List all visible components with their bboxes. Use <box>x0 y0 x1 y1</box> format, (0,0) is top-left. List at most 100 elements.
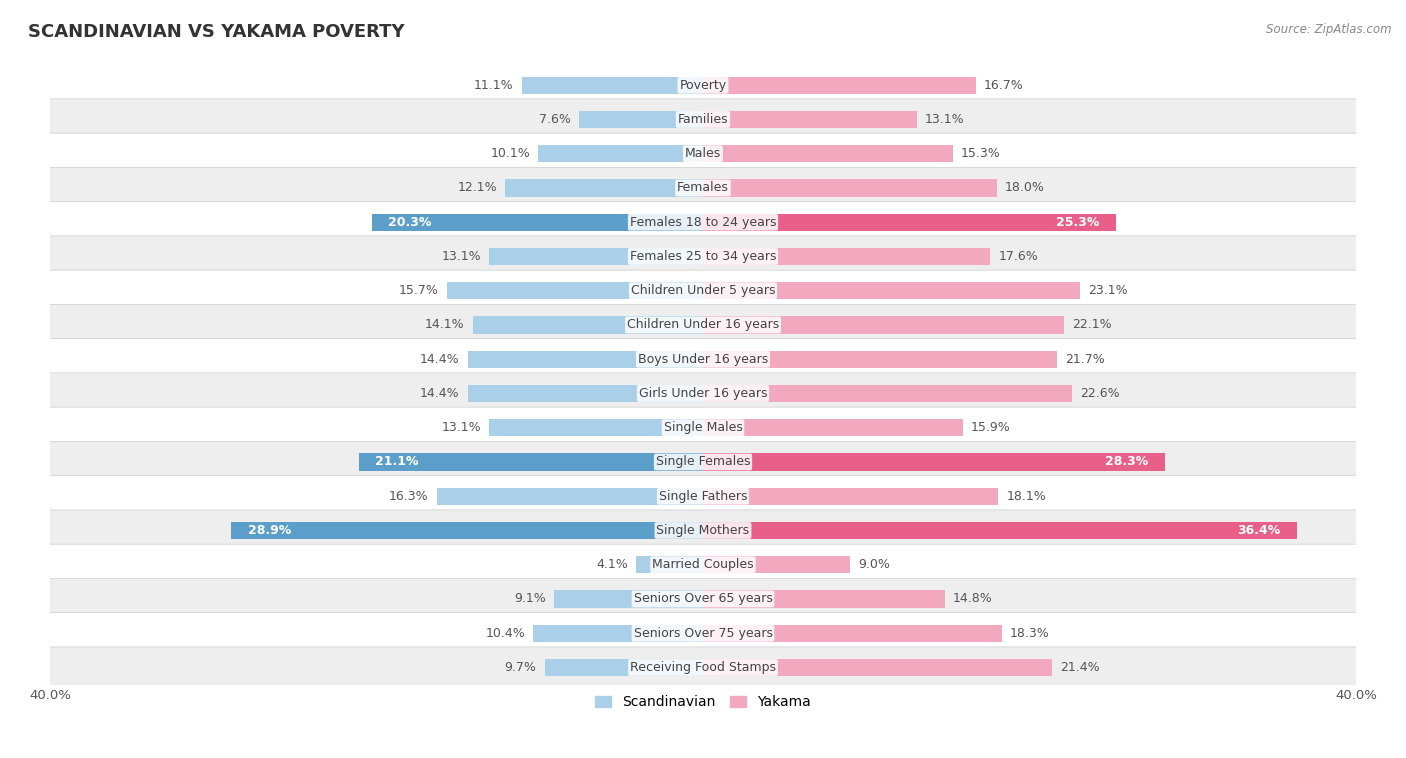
Bar <box>703 145 953 162</box>
FancyBboxPatch shape <box>48 578 1358 619</box>
Text: 18.1%: 18.1% <box>1007 490 1046 503</box>
Text: 13.1%: 13.1% <box>441 250 481 263</box>
Bar <box>544 659 703 676</box>
FancyBboxPatch shape <box>48 236 1358 277</box>
Text: 7.6%: 7.6% <box>538 113 571 126</box>
Bar <box>703 282 1080 299</box>
Text: 28.3%: 28.3% <box>1105 456 1149 468</box>
Text: 23.1%: 23.1% <box>1088 284 1128 297</box>
Text: 16.3%: 16.3% <box>389 490 429 503</box>
FancyBboxPatch shape <box>48 305 1358 346</box>
Text: Females 18 to 24 years: Females 18 to 24 years <box>630 216 776 229</box>
Text: 13.1%: 13.1% <box>925 113 965 126</box>
Text: 36.4%: 36.4% <box>1237 524 1281 537</box>
Bar <box>703 659 1052 676</box>
Text: 16.7%: 16.7% <box>984 79 1024 92</box>
Text: Children Under 16 years: Children Under 16 years <box>627 318 779 331</box>
Text: 22.6%: 22.6% <box>1080 387 1119 400</box>
Text: Girls Under 16 years: Girls Under 16 years <box>638 387 768 400</box>
FancyBboxPatch shape <box>48 544 1358 585</box>
Text: 25.3%: 25.3% <box>1056 216 1099 229</box>
Text: Poverty: Poverty <box>679 79 727 92</box>
Bar <box>703 487 998 505</box>
FancyBboxPatch shape <box>48 339 1358 380</box>
Bar <box>703 214 1116 230</box>
Bar <box>703 419 963 437</box>
FancyBboxPatch shape <box>48 133 1358 174</box>
Bar <box>489 419 703 437</box>
Text: Single Mothers: Single Mothers <box>657 524 749 537</box>
Text: 10.1%: 10.1% <box>491 147 530 160</box>
FancyBboxPatch shape <box>48 202 1358 243</box>
FancyBboxPatch shape <box>48 270 1358 312</box>
Bar <box>437 487 703 505</box>
Text: 11.1%: 11.1% <box>474 79 513 92</box>
Text: 21.4%: 21.4% <box>1060 661 1099 674</box>
Text: 14.1%: 14.1% <box>425 318 464 331</box>
Bar <box>703 556 849 573</box>
Bar <box>489 248 703 265</box>
Text: 15.9%: 15.9% <box>970 421 1011 434</box>
Bar <box>447 282 703 299</box>
Text: 14.4%: 14.4% <box>420 387 460 400</box>
Bar <box>703 385 1071 402</box>
Text: 9.7%: 9.7% <box>505 661 537 674</box>
Text: 14.8%: 14.8% <box>953 593 993 606</box>
Text: Source: ZipAtlas.com: Source: ZipAtlas.com <box>1267 23 1392 36</box>
Bar <box>231 522 703 539</box>
Bar <box>506 180 703 196</box>
Text: Seniors Over 65 years: Seniors Over 65 years <box>634 593 772 606</box>
Text: Females: Females <box>678 181 728 195</box>
Bar <box>703 625 1001 642</box>
Text: 21.1%: 21.1% <box>375 456 419 468</box>
Text: Females 25 to 34 years: Females 25 to 34 years <box>630 250 776 263</box>
Text: 20.3%: 20.3% <box>388 216 432 229</box>
Bar <box>522 77 703 94</box>
Bar <box>472 316 703 334</box>
FancyBboxPatch shape <box>48 99 1358 140</box>
Text: SCANDINAVIAN VS YAKAMA POVERTY: SCANDINAVIAN VS YAKAMA POVERTY <box>28 23 405 41</box>
Text: Children Under 5 years: Children Under 5 years <box>631 284 775 297</box>
FancyBboxPatch shape <box>48 476 1358 517</box>
Text: 15.7%: 15.7% <box>399 284 439 297</box>
FancyBboxPatch shape <box>48 441 1358 483</box>
Text: Single Females: Single Females <box>655 456 751 468</box>
Text: Married Couples: Married Couples <box>652 558 754 572</box>
Text: Seniors Over 75 years: Seniors Over 75 years <box>634 627 772 640</box>
FancyBboxPatch shape <box>48 510 1358 551</box>
Bar <box>703 522 1298 539</box>
Bar <box>703 590 945 607</box>
FancyBboxPatch shape <box>48 373 1358 414</box>
Bar <box>538 145 703 162</box>
Text: Families: Families <box>678 113 728 126</box>
Text: Males: Males <box>685 147 721 160</box>
Text: 9.1%: 9.1% <box>515 593 547 606</box>
Bar <box>703 180 997 196</box>
Bar <box>703 351 1057 368</box>
Text: 17.6%: 17.6% <box>998 250 1038 263</box>
Bar <box>554 590 703 607</box>
Bar <box>359 453 703 471</box>
Text: 12.1%: 12.1% <box>458 181 498 195</box>
FancyBboxPatch shape <box>48 168 1358 208</box>
Text: Single Males: Single Males <box>664 421 742 434</box>
Bar <box>579 111 703 128</box>
Bar <box>533 625 703 642</box>
FancyBboxPatch shape <box>48 647 1358 688</box>
Text: 4.1%: 4.1% <box>596 558 628 572</box>
Text: 18.0%: 18.0% <box>1005 181 1045 195</box>
Text: Single Fathers: Single Fathers <box>659 490 747 503</box>
FancyBboxPatch shape <box>48 64 1358 105</box>
Bar <box>703 111 917 128</box>
Text: 28.9%: 28.9% <box>247 524 291 537</box>
Bar <box>703 316 1064 334</box>
Text: 9.0%: 9.0% <box>858 558 890 572</box>
Text: 21.7%: 21.7% <box>1066 352 1105 365</box>
Bar <box>468 385 703 402</box>
Bar <box>703 453 1166 471</box>
Bar <box>371 214 703 230</box>
Bar <box>703 77 976 94</box>
Text: 14.4%: 14.4% <box>420 352 460 365</box>
Bar <box>468 351 703 368</box>
FancyBboxPatch shape <box>48 407 1358 448</box>
